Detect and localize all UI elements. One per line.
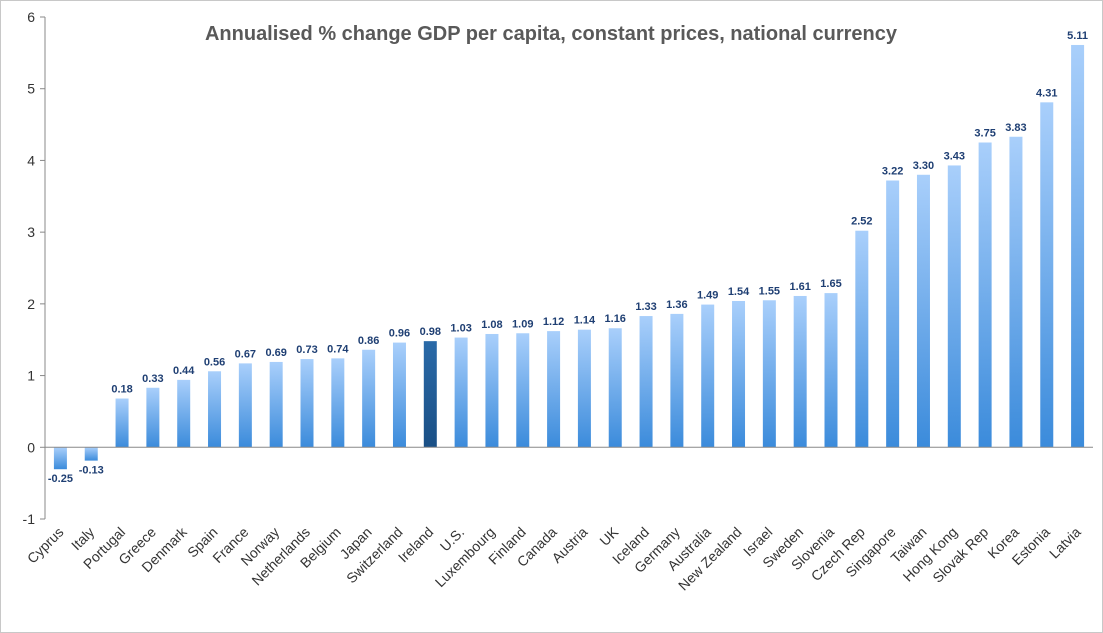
y-tick-label: 6 [27,9,35,25]
y-tick-label: -1 [23,511,36,527]
bar-iceland [639,316,653,448]
bar-netherlands [300,359,314,448]
y-tick-label: 0 [27,439,35,455]
data-label: 1.33 [635,301,656,313]
y-tick-label: 4 [27,152,35,168]
data-label: 1.49 [697,290,718,302]
bar-sweden [793,295,807,448]
bar-latvia [1071,44,1085,448]
data-label: 0.98 [420,326,441,338]
x-tick-label: Ireland [395,524,437,566]
data-label: 1.16 [605,313,626,325]
data-label: 3.83 [1005,122,1026,134]
bar-luxembourg [485,333,499,448]
x-tick-label: Cyprus [24,524,67,567]
data-label: 1.36 [666,299,687,311]
bar-greece [146,387,160,448]
data-label: 1.03 [450,323,471,335]
data-label: -0.13 [79,465,104,477]
x-tick-label: Austria [548,524,590,566]
data-label: 0.18 [111,384,132,396]
data-label: 1.08 [481,319,502,331]
bar-portugal [115,398,129,448]
bar-france [238,363,252,448]
data-label: 4.31 [1036,87,1057,99]
bar-belgium [331,358,345,448]
bar-italy [84,447,98,461]
bar-taiwan [916,174,930,448]
bar-slovenia [824,293,838,448]
data-label: 1.65 [820,278,841,290]
data-label: 3.22 [882,166,903,178]
bar-spain [208,371,222,448]
bar-u-s- [454,337,468,448]
bar-singapore [886,180,900,448]
bar-israel [762,300,776,448]
data-label: 0.69 [265,347,286,359]
data-label: 2.52 [851,216,872,228]
data-labels-group: -0.25 -0.13 0.18 0.33 0.44 0.56 0.67 0.69 0.73 0.… [48,30,1088,485]
data-label: 1.14 [574,315,596,327]
bar-finland [516,333,530,448]
bar-slovak-rep [978,142,992,448]
data-label: 0.56 [204,356,225,368]
data-label: 1.09 [512,318,533,330]
bar-japan [362,349,376,448]
x-tick-labels-group: Cyprus ItalyPortugalGreeceDenmarkSpainFra… [24,523,1084,593]
data-label: 0.67 [235,348,256,360]
data-label: 0.73 [296,344,317,356]
data-label: -0.25 [48,473,73,485]
bar-germany [670,313,684,448]
data-label: 3.43 [944,150,965,162]
bars-group [53,44,1085,470]
chart-title: Annualised % change GDP per capita, cons… [205,23,898,45]
bar-hong-kong [947,165,961,448]
data-label: 0.74 [327,343,349,355]
y-axis: -1 0 1 2 3 4 5 6 [23,9,46,527]
bar-cyprus [53,447,67,470]
x-tick-label: Latvia [1046,524,1084,562]
y-tick-label: 5 [27,81,35,97]
bar-austria [577,329,591,448]
bar-australia [701,304,715,448]
data-label: 1.54 [728,286,750,298]
bar-ireland [423,341,437,448]
bar-norway [269,361,283,448]
data-label: 3.30 [913,160,934,172]
data-label: 1.55 [759,285,780,297]
data-label: 0.96 [389,328,410,340]
bar-denmark [177,379,191,448]
bar-new-zealand [732,300,746,448]
bar-estonia [1040,102,1054,448]
data-label: 5.11 [1067,30,1088,42]
y-tick-label: 2 [27,296,35,312]
data-label: 0.33 [142,373,163,385]
data-label: 0.44 [173,365,195,377]
data-label: 0.86 [358,335,379,347]
data-label: 1.12 [543,316,564,328]
bar-uk [608,328,622,448]
y-tick-label: 3 [27,224,35,240]
bar-korea [1009,136,1023,448]
bar-czech-rep [855,230,869,448]
data-label: 3.75 [974,128,995,140]
data-label: 1.61 [789,281,810,293]
bar-canada [547,331,561,448]
bar-switzerland [392,342,406,448]
x-tick-label: UK [596,523,622,549]
y-tick-label: 1 [27,368,35,384]
